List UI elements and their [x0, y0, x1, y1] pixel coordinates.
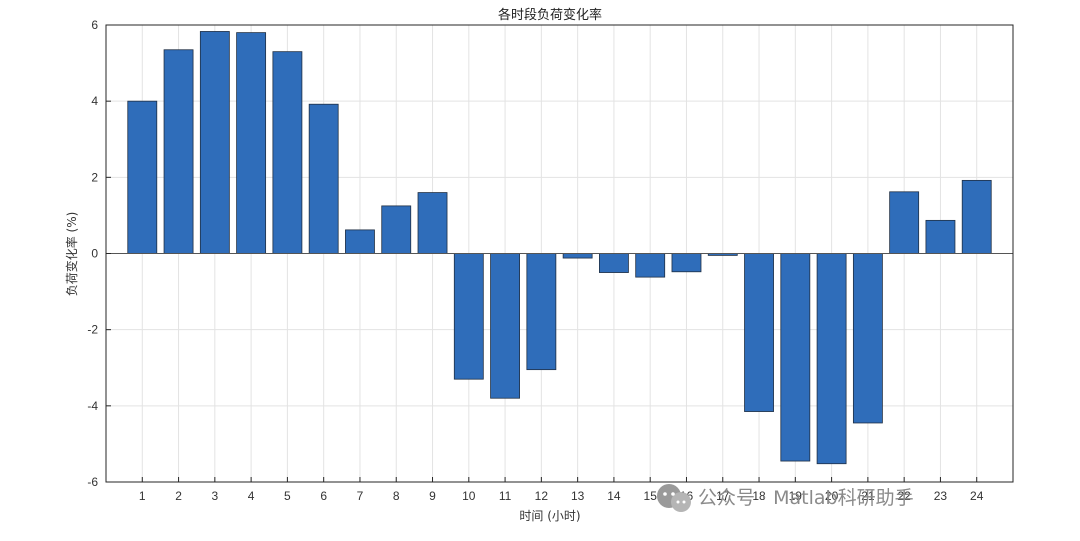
x-axis-label: 时间 (小时)	[519, 509, 580, 523]
bar-16	[671, 253, 702, 273]
bar-13	[562, 253, 593, 259]
x-tick-label: 18	[752, 489, 766, 503]
x-tick-label: 15	[644, 489, 658, 503]
x-tick-label: 22	[897, 489, 911, 503]
x-tick-label: 12	[535, 489, 549, 503]
x-tick-label: 20	[825, 489, 839, 503]
x-tick-label: 23	[934, 489, 948, 503]
y-tick-label: 6	[91, 18, 98, 32]
wechat-icon	[657, 484, 691, 512]
y-tick-label: 2	[91, 170, 98, 184]
y-tick-label: -6	[87, 475, 98, 489]
x-tick-label: 24	[970, 489, 984, 503]
bar-23	[925, 219, 956, 254]
y-axis-label: 负荷变化率 (%)	[64, 212, 79, 297]
watermark: 公众号 · Matlab科研助手	[657, 484, 914, 512]
bar-20	[816, 253, 847, 465]
y-ticks: -6 -4 -2 0 2 4 6	[87, 18, 111, 489]
x-tick-label: 21	[861, 489, 875, 503]
y-tick-label: -2	[87, 323, 98, 337]
watermark-text: 公众号 · Matlab科研助手	[698, 487, 914, 509]
bar-18	[744, 253, 774, 412]
x-tick-label: 4	[248, 489, 255, 503]
bar-4	[236, 32, 267, 254]
bar-2	[163, 49, 194, 254]
x-tick-label: 14	[607, 489, 621, 503]
bar-19	[780, 253, 811, 462]
bar-12	[526, 253, 557, 371]
x-tick-label: 17	[716, 489, 730, 503]
x-tick-label: 11	[499, 489, 512, 503]
y-tick-label: 4	[91, 94, 98, 108]
bar-15	[635, 253, 666, 278]
x-tick-label: 8	[393, 489, 400, 503]
bar-5	[272, 51, 303, 254]
bar-7	[345, 229, 375, 254]
bar-11	[490, 253, 520, 399]
x-tick-label: 1	[139, 489, 146, 503]
bar-8	[381, 205, 412, 254]
bar-14	[599, 253, 629, 273]
x-tick-label: 9	[429, 489, 436, 503]
bars-group	[127, 31, 992, 465]
bar-3	[199, 31, 230, 254]
bar-24	[961, 179, 992, 254]
x-tick-label: 19	[789, 489, 803, 503]
x-tick-label: 10	[462, 489, 476, 503]
bar-10	[453, 253, 484, 380]
y-tick-label: -4	[87, 399, 98, 413]
y-tick-label: 0	[91, 247, 98, 261]
x-tick-label: 5	[284, 489, 291, 503]
bar-6	[308, 103, 339, 254]
bar-9	[417, 192, 448, 254]
x-tick-label: 2	[175, 489, 182, 503]
chart-title: 各时段负荷变化率	[498, 7, 602, 23]
bar-22	[889, 191, 920, 254]
x-tick-label: 6	[320, 489, 327, 503]
bar-21	[852, 253, 883, 424]
x-tick-label: 3	[211, 489, 218, 503]
bar-1	[127, 100, 158, 254]
x-tick-label: 13	[571, 489, 585, 503]
x-tick-label: 7	[357, 489, 364, 503]
